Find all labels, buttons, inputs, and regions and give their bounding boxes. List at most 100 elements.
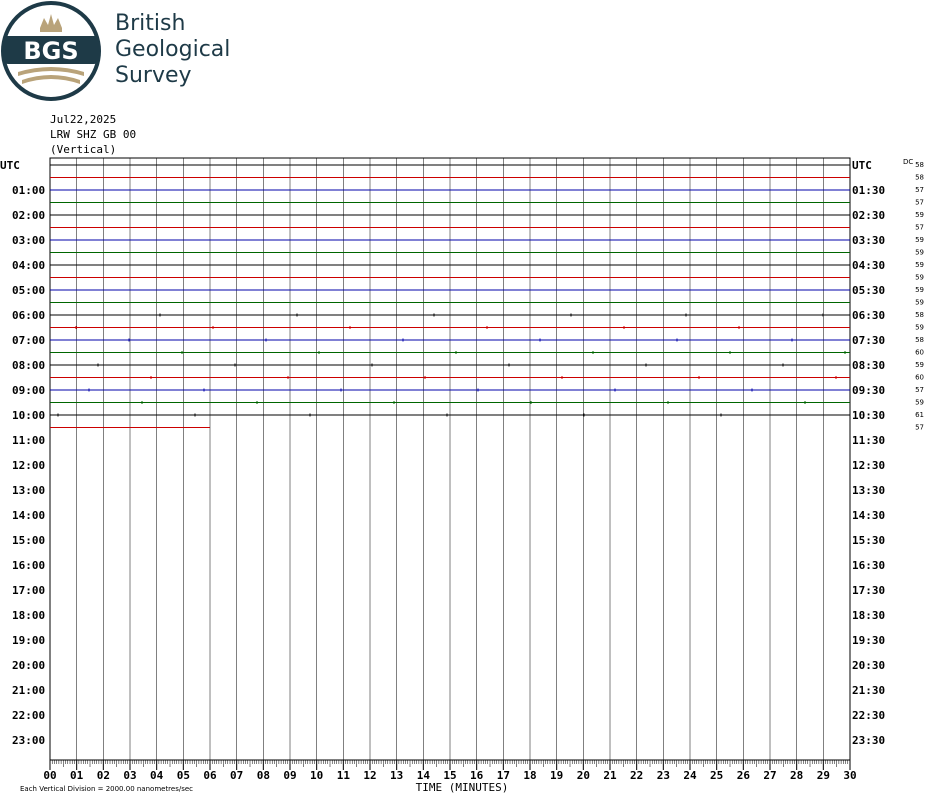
logo-wave-1 (18, 67, 84, 76)
dc-offset-value: 58 (915, 174, 924, 182)
dc-offset-value: 57 (915, 199, 924, 207)
hour-label-left: 09:00 (12, 384, 45, 397)
dc-offset-value: 57 (915, 424, 924, 432)
hour-label-left: 11:00 (12, 434, 45, 447)
hour-label-right: 11:30 (852, 434, 885, 447)
dc-offset-value: 61 (915, 411, 924, 419)
hour-label-right: 13:30 (852, 484, 885, 497)
x-tick-label: 26 (737, 769, 751, 782)
hour-label-right: UTC (852, 159, 872, 172)
x-tick-label: 00 (43, 769, 56, 782)
hour-label-right: 22:30 (852, 709, 885, 722)
x-tick-label: 24 (683, 769, 697, 782)
dc-offset-value: 59 (915, 236, 924, 244)
x-tick-label: 29 (817, 769, 830, 782)
logo-name-line-2: Geological (115, 37, 230, 62)
hour-label-left: 22:00 (12, 709, 45, 722)
dc-offset-value: 60 (915, 374, 924, 382)
hour-label-right: 17:30 (852, 584, 885, 597)
x-tick-label: 10 (310, 769, 323, 782)
traces (50, 164, 850, 428)
hour-label-left: 02:00 (12, 209, 45, 222)
hour-label-left: 18:00 (12, 609, 45, 622)
x-tick-label: 04 (150, 769, 164, 782)
hour-label-left: 01:00 (12, 184, 45, 197)
x-axis: 00 01 02 03 04 05 06 07 08 09 10 11 12 13 14 15 16 17 18 19… (43, 760, 857, 782)
hour-label-left: 15:00 (12, 534, 45, 547)
x-tick-label: 09 (283, 769, 296, 782)
hour-label-left: UTC (0, 159, 20, 172)
logo-badge-text: BGS (23, 37, 78, 65)
dc-offset-value: 59 (915, 274, 924, 282)
header-date: Jul22,2025 (50, 113, 117, 126)
hour-label-left: 21:00 (12, 684, 45, 697)
footer-note: Each Vertical Division = 2000.00 nanomet… (20, 785, 193, 793)
x-tick-label: 13 (390, 769, 403, 782)
hour-label-left: 19:00 (12, 634, 45, 647)
dc-offsets: 58 58 57 57 59 57 59 59 59 59 59 59 58 59 58 60 59 60 57 59… (915, 161, 924, 432)
x-tick-label: 07 (230, 769, 243, 782)
x-tick-label: 17 (497, 769, 510, 782)
hour-label-right: 21:30 (852, 684, 885, 697)
x-tick-label: 06 (203, 769, 217, 782)
x-tick-label: 28 (790, 769, 803, 782)
dc-offset-value: 60 (915, 349, 924, 357)
dc-offset-value: 59 (915, 399, 924, 407)
hour-label-left: 07:00 (12, 334, 45, 347)
hour-label-left: 16:00 (12, 559, 45, 572)
hour-label-right: 23:30 (852, 734, 885, 747)
header-component: (Vertical) (50, 143, 117, 156)
hour-label-left: 23:00 (12, 734, 45, 747)
hour-label-left: 05:00 (12, 284, 45, 297)
hour-labels: UTC 01:00 02:00 03:00 04:00 05:00 06:00 07:00 08… (0, 159, 885, 747)
header-station: LRW SHZ GB 00 (50, 128, 137, 141)
hour-label-right: 08:30 (852, 359, 885, 372)
x-tick-label: 03 (123, 769, 136, 782)
hour-label-left: 10:00 (12, 409, 45, 422)
hour-label-left: 06:00 (12, 309, 45, 322)
dc-offset-value: 59 (915, 211, 924, 219)
x-tick-label: 19 (550, 769, 563, 782)
hour-label-right: 20:30 (852, 659, 885, 672)
bgs-logo: BGS British Geological Survey (1, 1, 230, 101)
dc-offset-value: 58 (915, 161, 924, 169)
hour-label-right: 03:30 (852, 234, 885, 247)
x-tick-label: 12 (363, 769, 376, 782)
hour-label-right: 01:30 (852, 184, 885, 197)
hour-label-left: 04:00 (12, 259, 45, 272)
x-tick-label: 25 (710, 769, 723, 782)
hour-label-left: 03:00 (12, 234, 45, 247)
hour-label-left: 17:00 (12, 584, 45, 597)
hour-label-right: 07:30 (852, 334, 885, 347)
hour-label-right: 09:30 (852, 384, 885, 397)
x-tick-label: 18 (523, 769, 536, 782)
dc-offset-value: 57 (915, 224, 924, 232)
x-tick-label: 01 (70, 769, 84, 782)
x-tick-label: 14 (417, 769, 431, 782)
hour-label-right: 02:30 (852, 209, 885, 222)
hour-label-right: 14:30 (852, 509, 885, 522)
x-tick-label: 15 (443, 769, 456, 782)
dc-offset-value: 59 (915, 324, 924, 332)
hour-label-left: 08:00 (12, 359, 45, 372)
hour-label-right: 15:30 (852, 534, 885, 547)
dc-offset-value: 59 (915, 299, 924, 307)
hour-label-left: 20:00 (12, 659, 45, 672)
hour-label-right: 19:30 (852, 634, 885, 647)
hour-label-right: 06:30 (852, 309, 885, 322)
crown-icon (40, 14, 62, 32)
x-tick-label: 22 (630, 769, 643, 782)
hour-label-left: 12:00 (12, 459, 45, 472)
x-tick-label: 05 (177, 769, 190, 782)
hour-label-left: 13:00 (12, 484, 45, 497)
logo-name-line-3: Survey (115, 63, 192, 88)
dc-label: DC (903, 158, 913, 166)
logo-name-line-1: British (115, 11, 185, 36)
x-tick-label: 02 (97, 769, 110, 782)
hour-label-right: 10:30 (852, 409, 885, 422)
x-tick-label: 30 (843, 769, 856, 782)
dc-offset-value: 59 (915, 261, 924, 269)
dc-offset-value: 59 (915, 361, 924, 369)
x-tick-label: 21 (603, 769, 617, 782)
